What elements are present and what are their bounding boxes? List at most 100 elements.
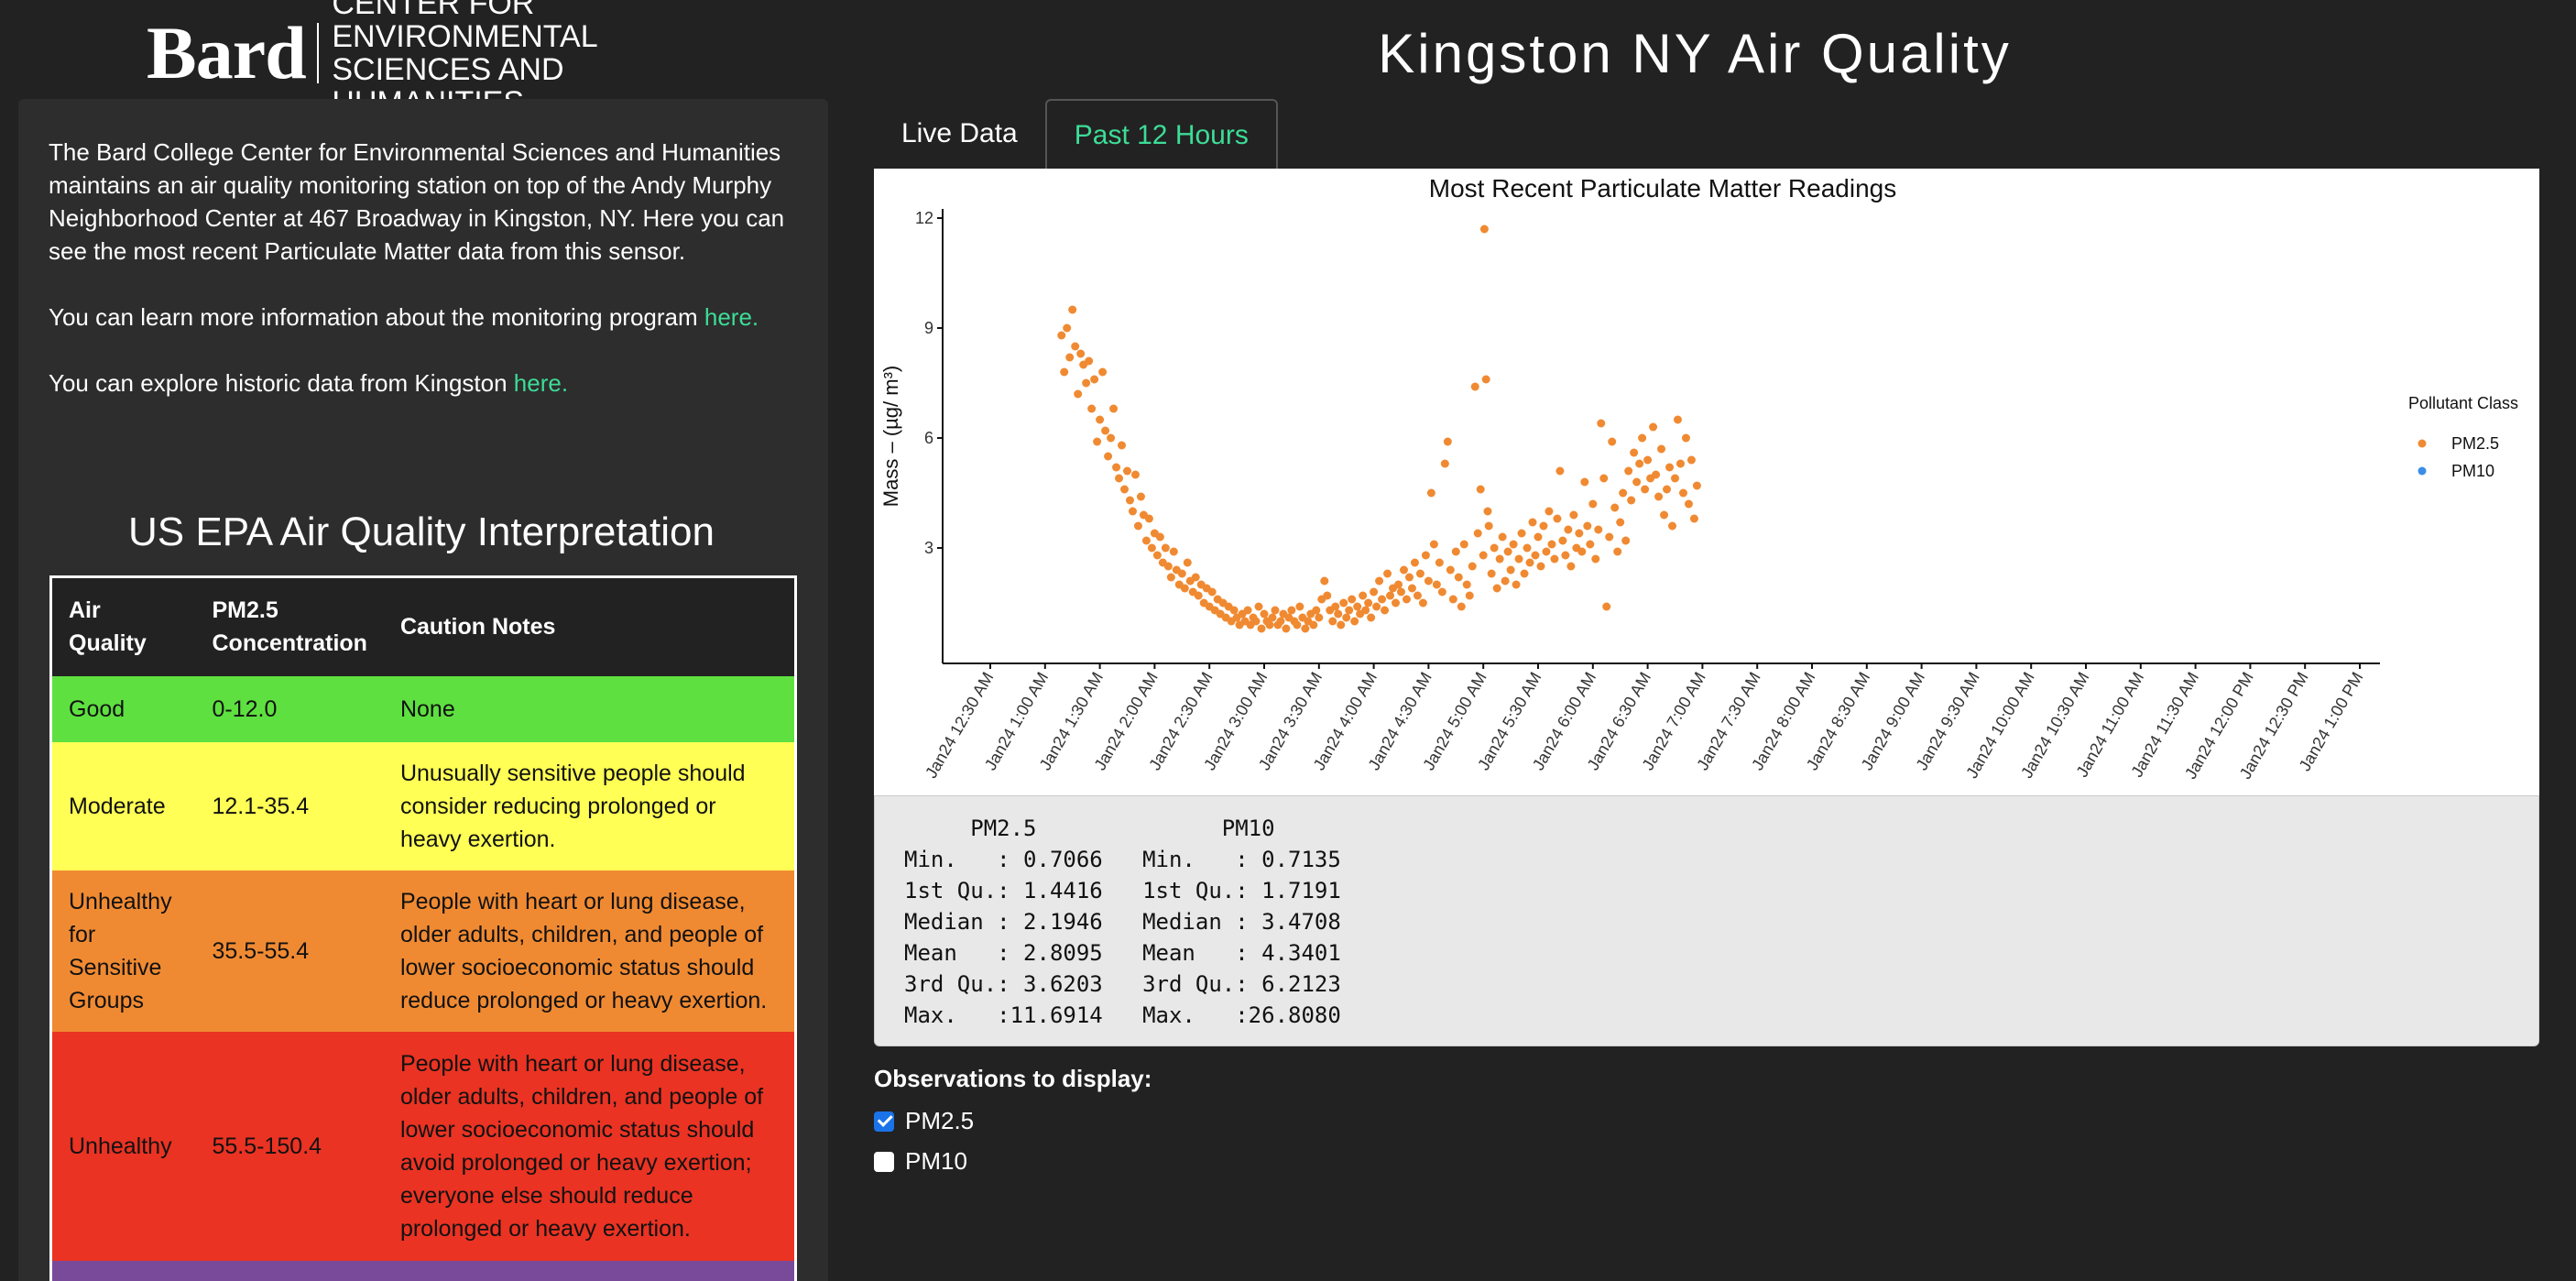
bard-cesh-logo: Bard CENTER FOR ENVIRONMENTAL SCIENCES A…	[147, 0, 751, 119]
data-point-pm25	[1599, 474, 1609, 483]
cell-air-quality: Unhealthy	[69, 1133, 172, 1159]
data-point-pm25	[1320, 576, 1329, 586]
checkbox-unchecked-icon[interactable]	[874, 1151, 894, 1172]
logo-divider	[316, 23, 320, 83]
table-row: Unhealthy for Sensitive Groups 35.5-55.4 P…	[50, 870, 796, 1032]
data-point-pm25	[1191, 573, 1200, 582]
data-point-pm25	[1654, 492, 1664, 501]
checkbox-pm25[interactable]: PM2.5	[874, 1107, 974, 1135]
data-point-pm25	[1479, 224, 1489, 234]
tab-past-12-hours[interactable]: Past 12 Hours	[1044, 99, 1278, 169]
data-point-pm25	[1660, 510, 1669, 520]
data-point-pm25	[1509, 540, 1518, 549]
data-point-pm25	[1492, 584, 1501, 593]
data-point-pm25	[1668, 521, 1677, 531]
data-point-pm25	[1424, 576, 1433, 586]
data-point-pm25	[1323, 591, 1332, 600]
data-point-pm25	[1558, 536, 1567, 545]
cell-air-quality	[51, 1261, 196, 1281]
data-point-pm25	[1542, 547, 1551, 556]
data-point-pm25	[1364, 598, 1373, 608]
y-axis-label: Mass – (µg/ m³)	[879, 366, 902, 507]
data-point-pm25	[1107, 433, 1116, 443]
header-caution-notes: Caution Notes	[383, 576, 796, 676]
y-tick-label: 12	[915, 209, 933, 227]
data-point-pm25	[1130, 470, 1140, 479]
data-point-pm25	[1109, 404, 1119, 413]
data-point-pm25	[1383, 569, 1392, 578]
data-point-pm25	[1207, 587, 1217, 597]
data-point-pm25	[1495, 554, 1504, 564]
data-point-pm25	[1093, 437, 1102, 446]
page-title: Kingston NY Air Quality	[1378, 23, 2012, 84]
summary-stats-panel: PM2.5 PM10 Min. : 0.7066 Min. : 0.7135 1…	[874, 795, 2539, 1046]
data-point-pm25	[1090, 375, 1099, 384]
data-point-pm25	[1367, 613, 1376, 622]
cell-caution-notes: None	[399, 695, 455, 722]
data-point-pm25	[1479, 551, 1488, 560]
table-row: Good 0-12.0 None	[50, 675, 796, 742]
data-point-pm25	[1128, 507, 1137, 516]
checkbox-checked-icon[interactable]	[874, 1111, 894, 1132]
data-point-pm25	[1448, 595, 1457, 604]
data-point-pm25	[1465, 591, 1474, 600]
intro-text: The Bard College Center for Environmenta…	[49, 136, 809, 432]
data-point-pm25	[1689, 514, 1698, 523]
data-point-pm25	[1608, 437, 1617, 446]
data-point-pm25	[1098, 367, 1108, 377]
learn-more-link[interactable]: here.	[704, 303, 759, 331]
data-point-pm25	[1085, 356, 1094, 366]
data-point-pm25	[1404, 573, 1414, 582]
logo-subtitle-line-1: CENTER FOR ENVIRONMENTAL	[332, 0, 598, 54]
data-point-pm25	[1454, 573, 1463, 582]
data-point-pm25	[1440, 459, 1449, 468]
cell-caution-notes: People with heart or lung disease, older…	[399, 1050, 764, 1242]
historic-data-link[interactable]: here.	[513, 369, 569, 397]
data-point-pm25	[1446, 565, 1455, 575]
data-point-pm25	[1394, 580, 1403, 589]
cell-concentration: 35.5-55.4	[212, 937, 310, 964]
data-point-pm25	[1229, 606, 1239, 615]
data-point-pm25	[1531, 551, 1540, 560]
sidebar-panel: The Bard College Center for Environmenta…	[18, 99, 828, 1281]
tab-bar: Live Data Past 12 Hours	[874, 99, 1278, 169]
data-point-pm25	[1342, 613, 1351, 622]
chart-svg: Most Recent Particulate Matter Readings 3…	[879, 174, 2518, 783]
data-point-pm25	[1410, 558, 1419, 567]
data-point-pm25	[1616, 518, 1625, 527]
data-point-pm25	[1588, 499, 1598, 509]
data-point-pm25	[1525, 558, 1534, 567]
data-point-pm25	[1125, 496, 1134, 505]
tab-live-data[interactable]: Live Data	[901, 118, 1018, 148]
cell-air-quality: Moderate	[69, 793, 166, 819]
data-point-pm25	[1337, 620, 1346, 630]
y-tick-label: 3	[924, 539, 933, 557]
cell-concentration: 0-12.0	[212, 695, 278, 722]
data-point-pm25	[1315, 613, 1324, 622]
checkbox-pm25-label: PM2.5	[905, 1107, 975, 1134]
data-point-pm25	[1583, 521, 1592, 531]
cell-caution-notes	[384, 1261, 796, 1281]
checkbox-pm10[interactable]: PM10	[874, 1147, 967, 1176]
header-air-quality: Air Quality	[50, 576, 196, 676]
data-point-pm25	[1624, 466, 1633, 476]
data-point-pm25	[1580, 477, 1589, 487]
data-point-pm25	[1632, 477, 1642, 487]
data-point-pm25	[1180, 584, 1189, 593]
data-point-pm25	[1068, 305, 1077, 314]
data-point-pm25	[1334, 609, 1343, 619]
data-point-pm25	[1353, 602, 1362, 611]
data-point-pm25	[1282, 624, 1291, 633]
data-point-pm25	[1133, 521, 1142, 531]
data-point-pm25	[1681, 433, 1690, 443]
data-point-pm25	[1512, 580, 1521, 589]
data-point-pm25	[1621, 536, 1631, 545]
data-point-pm25	[1490, 543, 1499, 553]
data-point-pm25	[1577, 547, 1587, 556]
data-point-pm25	[1372, 602, 1381, 611]
data-point-pm25	[1610, 503, 1620, 512]
cell-air-quality: Unhealthy for Sensitive Groups	[69, 888, 172, 1013]
data-point-pm25	[1076, 349, 1086, 358]
data-point-pm25	[1597, 419, 1606, 428]
data-point-pm25	[1657, 444, 1666, 454]
